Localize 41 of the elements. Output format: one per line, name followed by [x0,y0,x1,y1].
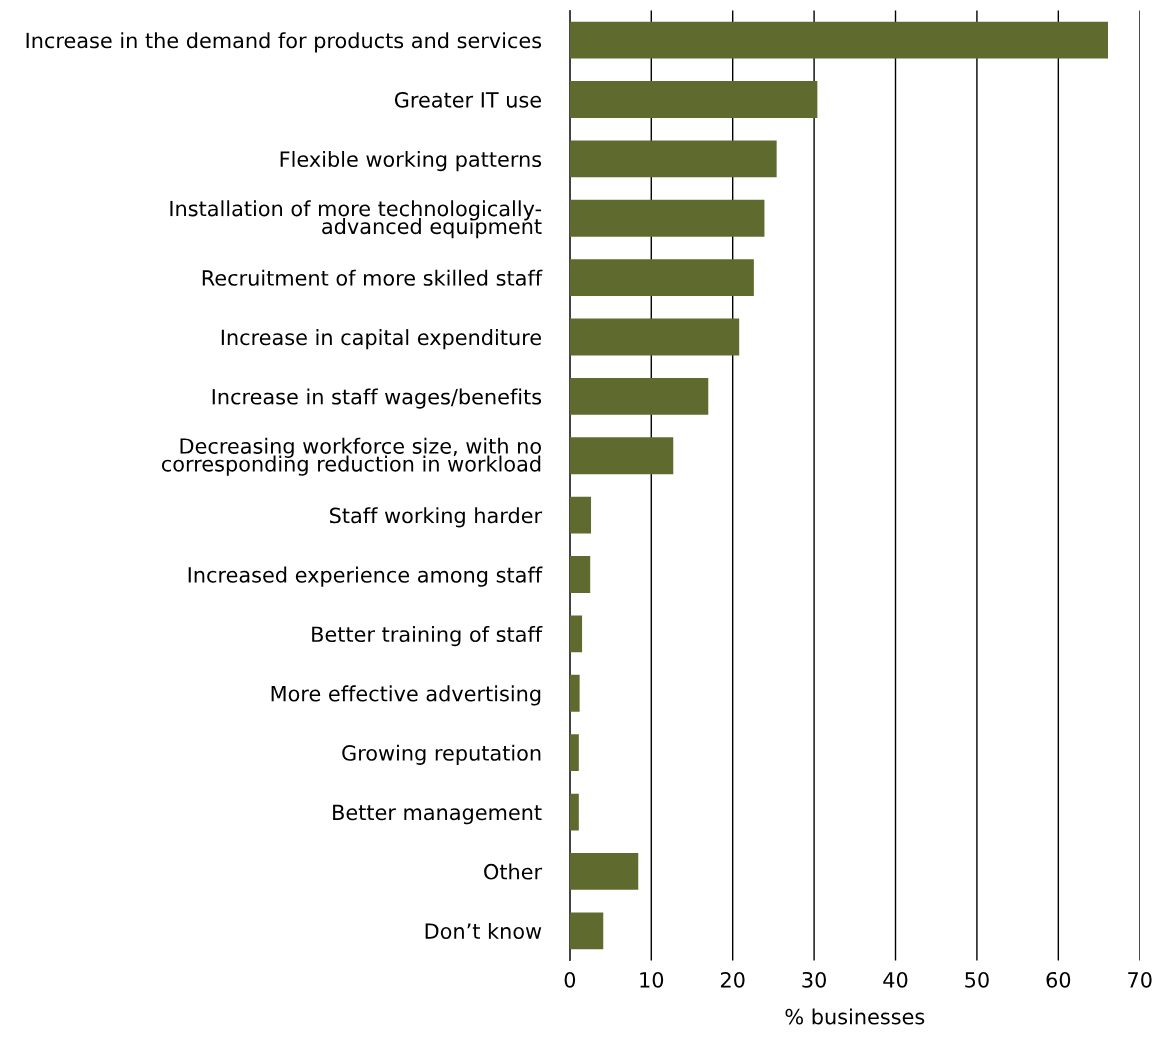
bar [569,140,777,178]
x-tick-label: 20 [720,971,745,988]
x-tick-label: 70 [1128,971,1152,988]
y-tick-label: Staff working harder [329,507,543,528]
y-tick-label: Decreasing workforce size, with no corresponding reduction in workload [161,437,541,476]
y-tick-label: Increase in staff wages/benefits [212,388,542,409]
bar [569,734,579,772]
bar [569,81,818,118]
y-tick-label: Installation of more technologically- advanced equipment [170,200,542,239]
x-tick-label: 60 [1046,971,1071,988]
bar [569,556,591,593]
bar [569,853,639,890]
x-tick-label: 40 [883,971,908,988]
y-tick-label: More effective advertising [271,685,541,706]
bar [569,674,580,712]
bar [569,377,709,415]
y-tick-label: Other [484,863,543,880]
bar [569,318,740,356]
y-tick-label: Better management [333,804,542,825]
y-tick-label: Recruitment of more skilled staff [202,269,543,286]
bar [569,615,583,653]
bar [569,259,754,297]
bar [569,496,592,534]
x-tick-label: 50 [965,971,989,988]
bar [569,437,674,475]
x-axis-title: % businesses [785,1008,925,1025]
x-tick-label: 30 [802,971,826,988]
x-tick-label: 0 [564,971,576,988]
y-tick-label: Increased experience among staff [188,566,543,587]
x-tick-label: 10 [640,971,664,988]
bar [569,793,579,831]
y-tick-label: Greater IT use [394,91,541,108]
y-tick-label: Flexible working patterns [280,150,542,172]
bar [569,199,765,237]
y-tick-label: Increase in capital expenditure [221,329,541,350]
y-tick-label: Don’t know [425,922,542,939]
y-tick-label: Better training of staff [312,625,543,647]
bar [569,912,604,950]
bar [569,21,1108,59]
y-tick-label: Increase in the demand for products and services [26,32,542,53]
y-tick-label: Growing reputation [342,744,541,765]
